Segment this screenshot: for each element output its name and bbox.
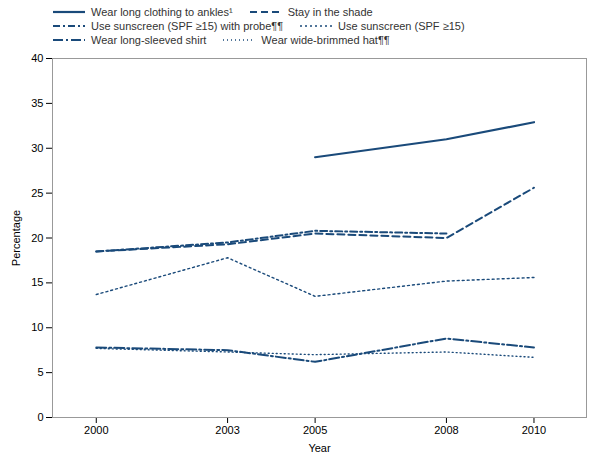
svg-text:2000: 2000 [84, 424, 108, 436]
svg-text:2010: 2010 [522, 424, 546, 436]
svg-text:0: 0 [37, 411, 43, 423]
svg-text:20: 20 [31, 232, 43, 244]
html-text:Use sunscreen (SPF ≥15): Use sunscreen (SPF ≥15) [338, 20, 465, 32]
svg-text:35: 35 [31, 97, 43, 109]
svg-text:Percentage: Percentage [10, 210, 22, 266]
svg-text:30: 30 [31, 142, 43, 154]
html-text:Use sunscreen (SPF ≥15) with p: Use sunscreen (SPF ≥15) with probe¶¶ [91, 20, 284, 32]
svg-text:2005: 2005 [303, 424, 327, 436]
svg-text:10: 10 [31, 321, 43, 333]
svg-text:25: 25 [31, 187, 43, 199]
html-text:Wear long-sleeved shirt: Wear long-sleeved shirt [91, 34, 207, 46]
svg-text:15: 15 [31, 276, 43, 288]
html-text:Wear long clothing to ankles¹: Wear long clothing to ankles¹ [91, 6, 233, 18]
html-text:Stay in the shade: Stay in the shade [287, 6, 373, 18]
svg-text:5: 5 [37, 366, 43, 378]
svg-text:2008: 2008 [434, 424, 458, 436]
svg-text:2003: 2003 [215, 424, 239, 436]
svg-text:Year: Year [308, 442, 331, 454]
html-text:Wear wide-brimmed hat¶¶: Wear wide-brimmed hat¶¶ [261, 34, 390, 46]
svg-text:40: 40 [31, 52, 43, 64]
